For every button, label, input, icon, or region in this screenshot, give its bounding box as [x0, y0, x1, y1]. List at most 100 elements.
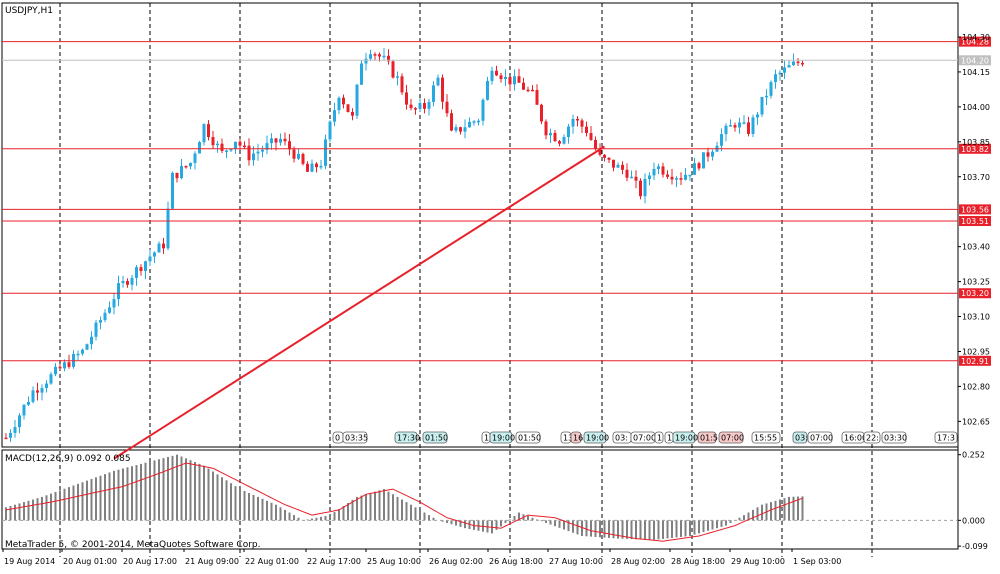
- time-tick-label: 1 Sep 03:00: [793, 557, 841, 566]
- candle-body: [310, 163, 314, 172]
- economic-event-marker[interactable]: [697, 431, 717, 444]
- candle-body: [76, 353, 80, 356]
- candle-body: [13, 427, 17, 433]
- candle-body: [400, 76, 404, 93]
- price-tick-label: 103.25: [962, 278, 990, 287]
- candle-body: [378, 54, 381, 57]
- trend-line[interactable]: [113, 145, 606, 460]
- candle-body: [697, 163, 701, 169]
- candle-body: [634, 176, 638, 181]
- candle-body: [553, 132, 557, 142]
- candle-body: [670, 176, 674, 180]
- economic-event-marker[interactable]: [489, 431, 513, 444]
- candle-body: [706, 152, 710, 157]
- candle-body: [328, 121, 332, 140]
- level-price-tag: [959, 355, 991, 366]
- economic-event-marker[interactable]: [342, 431, 368, 444]
- copyright-label: MetaTrader 5, © 2001-2014, MetaQuotes So…: [5, 540, 261, 550]
- candle-body: [288, 141, 291, 150]
- candle-body: [40, 388, 44, 393]
- candle-body: [148, 256, 152, 262]
- candle-body: [387, 55, 390, 62]
- candle-body: [711, 151, 714, 157]
- candle-body: [153, 252, 156, 257]
- candle-body: [576, 118, 579, 121]
- candle-body: [747, 122, 750, 134]
- economic-event-label: 03:30: [884, 434, 907, 443]
- candle-body: [666, 174, 669, 177]
- candle-body: [621, 164, 624, 170]
- candle-body: [99, 320, 102, 323]
- economic-event-marker[interactable]: [583, 431, 607, 444]
- candle-body: [792, 61, 795, 66]
- economic-event-marker[interactable]: [394, 431, 418, 444]
- candle-body: [616, 164, 620, 168]
- candle-body: [162, 243, 165, 249]
- candle-body: [252, 153, 255, 161]
- candle-body: [211, 137, 215, 146]
- candle-body: [436, 77, 440, 86]
- economic-event-label: 07:00: [633, 434, 656, 443]
- candle-body: [603, 154, 606, 158]
- time-tick-label: 20 Aug 01:00: [63, 557, 117, 566]
- candle-body: [247, 145, 251, 161]
- candle-body: [220, 143, 224, 151]
- economic-event-marker[interactable]: [718, 431, 744, 444]
- time-tick-label: 22 Aug 01:00: [245, 557, 299, 566]
- candle-body: [333, 110, 336, 122]
- economic-event-marker[interactable]: [792, 431, 808, 444]
- candle-body: [558, 141, 561, 144]
- candle-body: [396, 76, 399, 78]
- price-tick-label: 104.15: [962, 68, 990, 77]
- economic-event-label: 19:00: [492, 434, 515, 443]
- level-price-label: 103.51: [961, 217, 989, 226]
- economic-event-marker[interactable]: [881, 431, 907, 444]
- candle-body: [229, 149, 233, 151]
- price-tick-label: 103.85: [962, 138, 990, 147]
- economic-event-marker[interactable]: [422, 431, 448, 444]
- candle-body: [409, 104, 413, 109]
- candle-body: [283, 138, 287, 142]
- candle-body: [103, 312, 107, 321]
- economic-event-marker[interactable]: [807, 431, 833, 444]
- level-price-tag: [959, 204, 991, 215]
- candle-body: [382, 55, 386, 58]
- candle-body: [513, 76, 516, 85]
- candle-body: [126, 281, 129, 285]
- candle-body: [166, 208, 170, 249]
- candle-body: [265, 143, 269, 150]
- economic-event-marker[interactable]: [672, 431, 696, 444]
- economic-event-marker[interactable]: [934, 431, 958, 444]
- economic-event-marker[interactable]: [654, 431, 664, 444]
- candle-body: [450, 113, 453, 131]
- candle-body: [405, 92, 408, 105]
- candle-body: [679, 178, 683, 180]
- economic-event-label: 1: [667, 434, 672, 443]
- candle-body: [184, 165, 188, 168]
- candle-body: [216, 143, 219, 146]
- candle-body: [108, 307, 111, 313]
- candle-body: [540, 104, 543, 122]
- candle-body: [738, 122, 741, 128]
- time-tick-label: 21 Aug 09:00: [185, 557, 239, 566]
- time-tick-label: 26 Aug 02:00: [429, 557, 483, 566]
- level-price-tag: [959, 143, 991, 154]
- level-price-tag: [959, 288, 991, 299]
- candle-body: [391, 61, 395, 78]
- candle-body: [495, 70, 498, 76]
- economic-event-marker[interactable]: [515, 431, 541, 444]
- candle-body: [742, 122, 746, 124]
- economic-event-label: 03:: [615, 434, 628, 443]
- candle-body: [360, 63, 363, 85]
- economic-event-marker[interactable]: [570, 431, 582, 444]
- economic-event-marker[interactable]: [863, 431, 881, 444]
- candle-body: [346, 104, 350, 112]
- price-tick-label: 103.40: [962, 243, 990, 252]
- candle-body: [499, 75, 503, 80]
- economic-event-marker[interactable]: [751, 431, 781, 444]
- candle-body: [801, 62, 804, 65]
- candle-body: [720, 134, 723, 146]
- candle-body: [202, 124, 206, 143]
- candle-body: [729, 125, 732, 127]
